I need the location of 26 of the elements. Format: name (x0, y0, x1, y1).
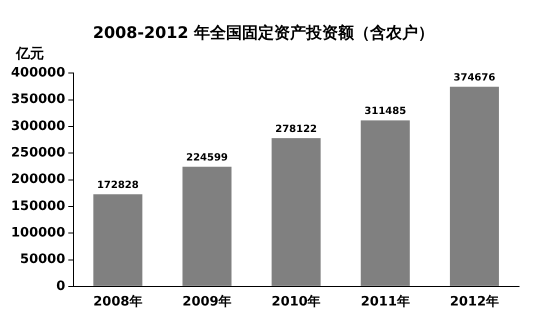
data-label: 374676 (454, 72, 496, 84)
y-tick-label: 150000 (10, 198, 66, 214)
bar (450, 86, 499, 286)
y-tick-label: 50000 (20, 252, 66, 268)
bar (360, 120, 410, 286)
x-tick-label: 2009年 (182, 294, 232, 310)
y-tick-label: 200000 (10, 172, 66, 188)
x-tick-label: 2010年 (272, 294, 321, 310)
data-label: 278122 (275, 124, 318, 135)
data-label: 311485 (364, 106, 406, 117)
y-tick-label: 400000 (10, 66, 66, 81)
bar (93, 194, 142, 286)
x-tick-label: 2011年 (360, 294, 410, 310)
y-axis-title: 亿元 (15, 46, 44, 62)
bar (182, 166, 232, 286)
bar (272, 138, 321, 286)
y-tick-label: 250000 (10, 146, 66, 161)
y-tick-label: 0 (56, 278, 66, 294)
data-label: 224599 (186, 152, 228, 164)
y-tick-label: 300000 (10, 118, 66, 134)
x-tick-label: 2012年 (450, 294, 500, 310)
chart-title: 2008-2012 年全国固定资产投资额（含农户） (92, 22, 434, 42)
y-tick-label: 350000 (10, 92, 66, 108)
x-tick-label: 2008年 (93, 294, 142, 310)
y-tick-label: 100000 (10, 225, 66, 240)
data-label: 172828 (96, 180, 139, 191)
